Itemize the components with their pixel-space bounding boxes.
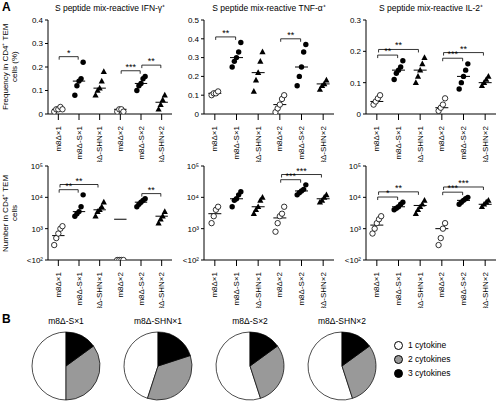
svg-text:<10²: <10²	[345, 256, 362, 265]
svg-text:m8Δ-SHN×1: m8Δ-SHN×1	[254, 271, 263, 308]
svg-text:0: 0	[357, 110, 362, 119]
svg-text:***: ***	[125, 62, 136, 72]
svg-text:0.1: 0.1	[188, 91, 200, 100]
svg-text:0.5: 0.5	[188, 16, 200, 25]
svg-text:**: **	[148, 56, 156, 66]
svg-text:**: **	[148, 185, 156, 195]
svg-text:m8Δ-S×2: m8Δ-S×2	[137, 125, 146, 159]
svg-text:**: **	[75, 176, 83, 186]
svg-text:m8Δ×1: m8Δ×1	[372, 271, 381, 297]
svg-text:**: **	[65, 181, 73, 191]
svg-text:10⁴: 10⁴	[31, 193, 44, 202]
svg-text:m8Δ-S×1: m8Δ-S×1	[394, 125, 403, 159]
svg-text:***: ***	[296, 166, 307, 176]
html-text:2 cytokines: 2 cytokines	[408, 354, 451, 364]
svg-text:**: **	[395, 183, 403, 193]
svg-text:0.3: 0.3	[32, 39, 44, 48]
svg-text:<10²: <10²	[183, 256, 200, 265]
svg-text:0.2: 0.2	[188, 72, 200, 81]
svg-text:m8Δ-SHN×2: m8Δ-SHN×2	[319, 271, 328, 308]
svg-text:m8Δ×1: m8Δ×1	[210, 125, 219, 151]
svg-text:m8Δ-SHN×1: m8Δ-SHN×1	[416, 125, 425, 162]
svg-text:m8Δ×2: m8Δ×2	[437, 271, 446, 297]
html-text:Frequency in CD4⁺ TEM cells (%: Frequency in CD4⁺ TEM cells (%)	[1, 23, 19, 111]
svg-text:***: ***	[447, 49, 458, 59]
svg-text:0: 0	[39, 110, 44, 119]
svg-text:**: **	[384, 46, 392, 56]
svg-text:m8Δ-S×1: m8Δ-S×1	[75, 125, 84, 159]
html-text:S peptide mix-reactive IL-2⁺: S peptide mix-reactive IL-2⁺	[378, 3, 483, 13]
svg-text:m8Δ-SHN×2: m8Δ-SHN×2	[157, 271, 166, 308]
svg-text:**: **	[287, 30, 295, 40]
html-text:1 cytokine: 1 cytokine	[408, 340, 447, 350]
svg-text:***: ***	[285, 171, 296, 181]
svg-text:<10²: <10²	[27, 256, 44, 265]
svg-text:*: *	[67, 48, 71, 58]
svg-text:10⁵: 10⁵	[187, 162, 199, 171]
svg-text:m8Δ-SHN×1: m8Δ-SHN×1	[254, 125, 263, 162]
svg-text:m8Δ-S×1: m8Δ-S×1	[232, 125, 241, 159]
svg-text:10³: 10³	[187, 225, 199, 234]
svg-text:m8Δ×1: m8Δ×1	[372, 125, 381, 151]
html-text:B: B	[2, 312, 11, 326]
svg-text:10³: 10³	[349, 225, 361, 234]
svg-text:m8Δ×2: m8Δ×2	[437, 125, 446, 151]
svg-text:10⁵: 10⁵	[349, 162, 361, 171]
svg-text:***: ***	[447, 183, 458, 193]
html-text:m8Δ-SHN×2: m8Δ-SHN×2	[318, 316, 366, 326]
svg-text:m8Δ×1: m8Δ×1	[54, 125, 63, 151]
html-text:S peptide mix-reactive TNF-α⁺: S peptide mix-reactive TNF-α⁺	[212, 3, 326, 13]
svg-text:0.3: 0.3	[188, 53, 200, 62]
html-text:3 cytokines: 3 cytokines	[408, 368, 451, 378]
svg-text:0.2: 0.2	[350, 47, 362, 56]
svg-text:10⁵: 10⁵	[31, 162, 43, 171]
svg-text:0: 0	[195, 110, 200, 119]
svg-text:0.4: 0.4	[188, 35, 200, 44]
html-text:m8Δ-SHN×1: m8Δ-SHN×1	[134, 316, 182, 326]
svg-text:m8Δ-SHN×2: m8Δ-SHN×2	[157, 125, 166, 162]
svg-text:m8Δ-S×1: m8Δ-S×1	[394, 271, 403, 305]
svg-text:m8Δ-S×2: m8Δ-S×2	[297, 271, 306, 305]
svg-text:m8Δ-SHN×1: m8Δ-SHN×1	[95, 125, 104, 162]
svg-text:m8Δ-SHN×1: m8Δ-SHN×1	[416, 271, 425, 308]
svg-text:m8Δ×1: m8Δ×1	[54, 271, 63, 297]
svg-text:10⁴: 10⁴	[187, 193, 200, 202]
svg-text:m8Δ-S×2: m8Δ-S×2	[297, 125, 306, 159]
svg-text:m8Δ-S×2: m8Δ-S×2	[137, 271, 146, 305]
svg-text:10³: 10³	[31, 225, 43, 234]
svg-text:m8Δ-S×2: m8Δ-S×2	[459, 125, 468, 159]
svg-text:0.2: 0.2	[32, 63, 44, 72]
svg-text:m8Δ-S×1: m8Δ-S×1	[232, 271, 241, 305]
html-text:Number in CD4⁺ TEM cells: Number in CD4⁺ TEM cells	[1, 174, 19, 252]
svg-text:0.1: 0.1	[350, 79, 362, 88]
svg-text:0.1: 0.1	[32, 86, 44, 95]
svg-text:m8Δ-S×1: m8Δ-S×1	[75, 271, 84, 305]
svg-text:**: **	[222, 28, 230, 38]
svg-text:0.3: 0.3	[350, 16, 362, 25]
svg-text:m8Δ-S×2: m8Δ-S×2	[459, 271, 468, 305]
html-text:A: A	[2, 0, 11, 14]
svg-text:***: ***	[458, 178, 469, 188]
svg-text:m8Δ×2: m8Δ×2	[116, 125, 125, 151]
svg-text:m8Δ×2: m8Δ×2	[275, 271, 284, 297]
svg-text:m8Δ×2: m8Δ×2	[275, 125, 284, 151]
svg-text:m8Δ×2: m8Δ×2	[116, 271, 125, 297]
svg-text:m8Δ-SHN×2: m8Δ-SHN×2	[481, 125, 490, 162]
svg-text:*: *	[386, 188, 390, 198]
html-text:S peptide mix-reactive IFN-γ⁺: S peptide mix-reactive IFN-γ⁺	[54, 3, 166, 13]
svg-text:0.4: 0.4	[32, 16, 44, 25]
html-text:m8Δ-S×2: m8Δ-S×2	[232, 316, 268, 326]
html-text:m8Δ-S×1: m8Δ-S×1	[48, 316, 84, 326]
svg-text:10⁴: 10⁴	[349, 193, 362, 202]
svg-text:**: **	[395, 40, 403, 50]
svg-text:m8Δ-SHN×2: m8Δ-SHN×2	[481, 271, 490, 308]
svg-text:m8Δ-SHN×2: m8Δ-SHN×2	[319, 125, 328, 162]
svg-text:m8Δ-SHN×1: m8Δ-SHN×1	[95, 271, 104, 308]
svg-text:m8Δ×1: m8Δ×1	[210, 271, 219, 297]
svg-text:**: **	[460, 44, 468, 54]
